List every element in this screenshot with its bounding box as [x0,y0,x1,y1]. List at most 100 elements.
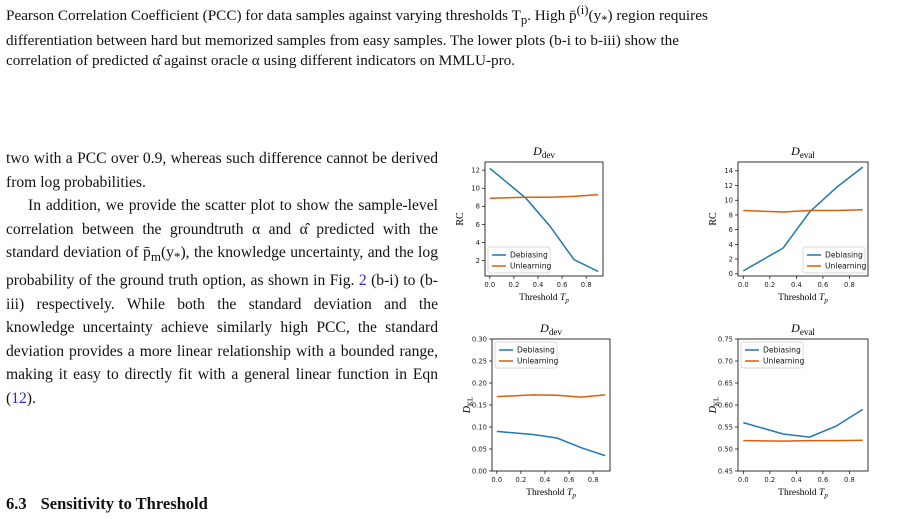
caption-line-1-sub: p [520,13,528,28]
x-axis-label-word: Threshold [778,293,819,303]
y-tick-label: 12 [724,182,733,190]
series-line-debiasing [489,167,599,273]
x-axis-label: Threshold Tp [526,488,576,500]
chart-panel-2: Deval 0.0 0.2 0.4 0.6 0.8 0 2 4 6 8 10 12 14 Threshold… [708,144,869,305]
y-tick-label: 0.30 [472,335,487,343]
chart-title: Ddev [539,321,562,337]
x-axis-label: Threshold Tp [519,293,569,305]
y-axis-label: RC [455,212,466,226]
x-axis-label-var: T [567,488,573,498]
chart-legend: Debiasing Unlearning [487,246,552,274]
chart-panel-1: Ddev 0.0 0.2 0.4 0.6 0.8 2 4 6 8 10 12 Threshold Tp R… [455,144,604,305]
series-line-debiasing [496,430,606,457]
y-tick-label: 0.45 [718,467,733,475]
y-axis-label-sub: KL [713,397,721,406]
series-line-debiasing [742,166,864,272]
paragraph-2-b: (y [160,244,174,262]
chart-panel-3: Ddev 0.0 0.2 0.4 0.6 0.8 0.00 0.05 0.10 0.15 0.20 0… [462,321,611,500]
x-tick-label: 0.6 [817,281,828,289]
x-tick-label: 0.6 [557,281,568,289]
y-axis-label: DKL [708,397,721,415]
legend-label-debiasing: Debiasing [517,346,555,355]
section-title: Sensitivity to Threshold [40,494,208,513]
chart-legend: Debiasing Unlearning [802,246,867,274]
x-axis-label-word: Threshold [519,293,560,303]
y-tick-label: 2 [729,255,733,263]
figure-caption: Pearson Correlation Coefficient (PCC) fo… [6,0,916,72]
y-tick-label: 0.20 [472,379,487,387]
chart-title: Ddev [532,144,555,160]
legend-label-unlearning: Unlearning [825,262,867,271]
y-tick-label: 12 [471,167,480,175]
y-tick-label: 6 [476,221,480,229]
y-tick-label: 0.00 [472,467,487,475]
figure-reference-link[interactable]: 2 [358,272,367,290]
chart-title-main: D [790,144,800,158]
x-axis-label-word: Threshold [778,488,819,498]
y-tick-label: 2 [476,257,480,265]
legend-label-unlearning: Unlearning [763,357,805,366]
x-tick-label: 0.8 [844,476,855,484]
x-axis-label: Threshold Tp [778,488,828,500]
y-tick-label: 10 [471,185,480,193]
y-tick-label: 0 [729,270,733,278]
caption-line-1-text: Pearson Correlation Coefficient (PCC) fo… [6,7,521,25]
chart-title-sub: eval [800,327,815,337]
y-axis-label: DKL [462,397,475,415]
x-axis-label-sub: p [823,492,828,500]
x-tick-label: 0.8 [844,281,855,289]
chart-title-main: D [539,321,549,335]
paragraph-2-e: ). [26,390,36,408]
x-axis-label-sub: p [571,492,576,500]
y-axis-label: RC [708,212,719,226]
paragraph-2-c: ), the knowledge uncertainty, and the lo… [6,244,438,290]
x-tick-label: 0.4 [540,476,551,484]
chart-panel-4: Deval 0.0 0.2 0.4 0.6 0.8 0.45 0.50 0.55 0.60 0.65… [708,321,869,500]
series-line-unlearning [743,439,863,442]
y-tick-label: 4 [476,239,480,247]
x-axis-label-var: T [819,488,825,498]
chart-frame [737,161,869,277]
chart-title-sub: eval [800,150,815,160]
legend-label-unlearning: Unlearning [510,262,552,271]
x-tick-label: 0.0 [738,281,749,289]
equation-reference-link[interactable]: 12 [11,390,27,408]
paragraph-2-d: (b-i) to (b-iii) respectively. While bot… [6,272,438,408]
legend-label-unlearning: Unlearning [517,357,559,366]
caption-line-1-end: (y [588,7,602,25]
x-tick-label: 0.8 [588,476,599,484]
series-line-unlearning [743,209,863,213]
threshold-charts-svg: Ddev 0.0 0.2 0.4 0.6 0.8 2 4 6 8 10 12 Threshold Tp R… [455,144,869,500]
y-tick-label: 4 [729,241,733,249]
y-tick-label: 0.10 [472,423,487,431]
y-tick-label: 0.50 [718,445,733,453]
x-tick-label: 0.4 [791,281,802,289]
y-tick-label: 8 [476,203,480,211]
x-tick-label: 0.6 [564,476,575,484]
x-tick-label: 0.4 [791,476,802,484]
x-axis-label-word: Threshold [526,488,567,498]
series-line-unlearning [496,394,606,398]
x-tick-label: 0.0 [491,476,502,484]
chart-title: Deval [790,144,815,160]
x-tick-label: 0.2 [764,281,775,289]
y-tick-label: 0.15 [472,401,487,409]
caption-line-1-sup: (i) [576,3,589,17]
x-tick-label: 0.0 [738,476,749,484]
legend-label-debiasing: Debiasing [763,346,801,355]
y-tick-label: 10 [724,197,733,205]
y-axis-label-main: D [708,405,719,414]
y-tick-label: 0.60 [718,401,733,409]
caption-line-3: correlation of predicted α̂ against orac… [6,52,516,70]
threshold-figure: Ddev 0.0 0.2 0.4 0.6 0.8 2 4 6 8 10 12 Threshold Tp R… [455,132,915,504]
paragraph-2: In addition, we provide the scatter plot… [6,194,438,410]
legend-label-debiasing: Debiasing [825,251,863,260]
chart-legend: Debiasing Unlearning [740,341,805,369]
x-axis-label-var: T [560,293,566,303]
series-line-debiasing [743,408,864,438]
chart-frame [484,161,604,277]
y-tick-label: 0.55 [718,423,733,431]
chart-title-sub: dev [549,327,562,337]
x-axis-label-sub: p [564,297,569,305]
legend-label-debiasing: Debiasing [510,251,548,260]
